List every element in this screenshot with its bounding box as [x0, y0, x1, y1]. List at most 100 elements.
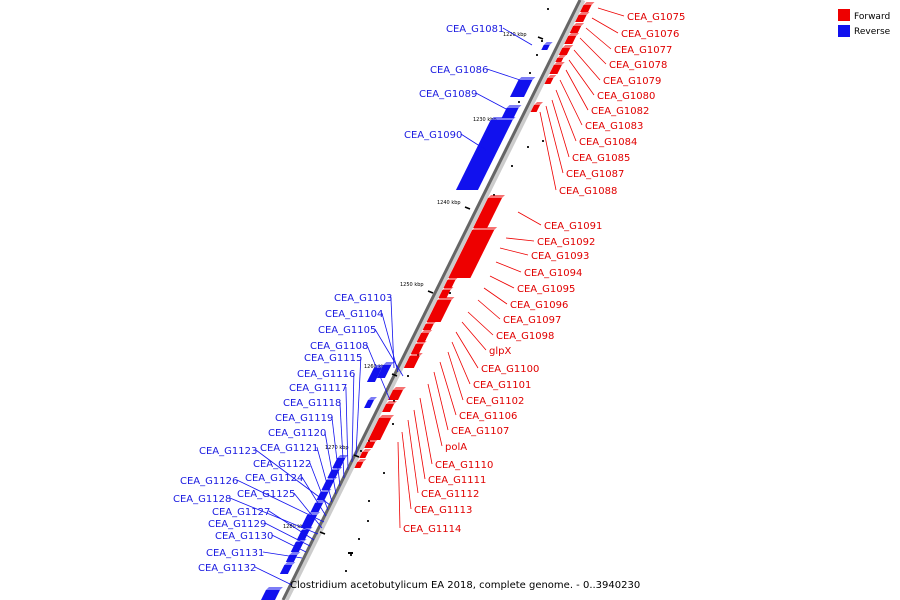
forward-gene-label[interactable]: CEA_G1077 — [614, 45, 672, 56]
feature-dot — [358, 538, 360, 540]
feature-dot — [367, 520, 369, 522]
reverse-gene-label[interactable]: CEA_G1118 — [283, 398, 341, 409]
reverse-gene-block — [509, 80, 533, 97]
reverse-gene-label[interactable]: CEA_G1130 — [215, 531, 273, 542]
forward-gene-label[interactable]: CEA_G1094 — [524, 268, 582, 279]
reverse-gene-label[interactable]: CEA_G1115 — [304, 353, 362, 364]
reverse-gene-block — [376, 365, 392, 378]
reverse-gene-label[interactable]: CEA_G1108 — [310, 341, 368, 352]
forward-gene-block-cap — [442, 287, 454, 290]
reverse-gene-label[interactable]: CEA_G1089 — [419, 89, 477, 100]
forward-gene-label[interactable]: CEA_G1095 — [517, 284, 575, 295]
forward-gene-label[interactable]: CEA_G1084 — [579, 137, 637, 148]
forward-gene-label[interactable]: CEA_G1093 — [531, 251, 589, 262]
forward-gene-label[interactable]: CEA_G1079 — [603, 76, 661, 87]
reverse-gene-label[interactable]: CEA_G1120 — [268, 428, 326, 439]
forward-gene-leader — [565, 69, 589, 111]
reverse-gene-label[interactable]: CEA_G1124 — [245, 473, 303, 484]
reverse-gene-label[interactable]: CEA_G1104 — [325, 309, 383, 320]
forward-gene-label[interactable]: CEA_G1110 — [435, 460, 493, 471]
reverse-gene-label[interactable]: CEA_G1117 — [289, 383, 347, 394]
forward-gene-block-cap — [357, 459, 367, 462]
forward-gene-label[interactable]: CEA_G1114 — [403, 524, 461, 535]
forward-gene-leader — [545, 105, 564, 174]
forward-gene-label[interactable]: CEA_G1085 — [572, 153, 630, 164]
forward-gene-block — [410, 344, 424, 354]
reverse-gene-label[interactable]: CEA_G1105 — [318, 325, 376, 336]
forward-gene-label[interactable]: CEA_G1092 — [537, 237, 595, 248]
reverse-gene-block — [321, 480, 335, 490]
forward-gene-label[interactable]: CEA_G1083 — [585, 121, 643, 132]
forward-gene-leader — [461, 321, 487, 351]
forward-gene-leader — [433, 371, 449, 431]
forward-gene-block — [555, 58, 564, 62]
forward-gene-block-cap — [534, 102, 544, 105]
forward-gene-leader — [455, 331, 479, 369]
forward-gene-block — [530, 105, 541, 112]
reverse-gene-label[interactable]: CEA_G1126 — [180, 476, 238, 487]
reverse-gene-label[interactable]: CEA_G1119 — [275, 413, 333, 424]
scale-tick-mark — [427, 290, 434, 294]
forward-gene-label[interactable]: CEA_G1102 — [466, 396, 524, 407]
feature-dot — [529, 72, 531, 74]
forward-gene-label[interactable]: CEA_G1100 — [481, 364, 539, 375]
feature-dot — [536, 54, 538, 56]
reverse-gene-label[interactable]: CEA_G1125 — [237, 489, 295, 500]
reverse-gene-label[interactable]: CEA_G1131 — [206, 548, 264, 559]
reverse-gene-leader — [374, 328, 404, 377]
forward-gene-label[interactable]: CEA_G1101 — [473, 380, 531, 391]
forward-gene-block-cap — [409, 353, 423, 356]
forward-gene-label[interactable]: CEA_G1107 — [451, 426, 509, 437]
reverse-gene-label[interactable]: CEA_G1116 — [297, 369, 355, 380]
forward-gene-block — [368, 418, 392, 440]
forward-gene-label[interactable]: polA — [445, 442, 467, 453]
forward-gene-label[interactable]: CEA_G1097 — [503, 315, 561, 326]
reverse-gene-label[interactable]: CEA_G1127 — [212, 507, 270, 518]
reverse-gene-leader — [264, 522, 311, 547]
scale-tick-mark — [391, 373, 398, 377]
reverse-gene-leader — [271, 534, 307, 553]
forward-gene-label[interactable]: CEA_G1087 — [566, 169, 624, 180]
reverse-gene-label[interactable]: CEA_G1122 — [253, 459, 311, 470]
reverse-gene-block-cap — [289, 552, 301, 555]
forward-gene-label[interactable]: CEA_G1111 — [428, 475, 486, 486]
forward-gene-block — [438, 290, 451, 298]
forward-gene-block-cap — [415, 341, 427, 344]
forward-gene-label[interactable]: CEA_G1082 — [591, 106, 649, 117]
forward-gene-block-cap — [425, 321, 437, 324]
forward-gene-label[interactable]: CEA_G1106 — [459, 411, 517, 422]
reverse-gene-label[interactable]: CEA_G1123 — [199, 446, 257, 457]
forward-gene-label[interactable]: CEA_G1091 — [544, 221, 602, 232]
reverse-gene-label[interactable]: CEA_G1081 — [446, 24, 504, 35]
reverse-gene-leader — [502, 27, 533, 46]
scale-tick-mark — [319, 531, 326, 535]
forward-gene-block-cap — [553, 62, 565, 65]
forward-gene-leader — [579, 37, 607, 65]
forward-gene-block-cap — [578, 12, 590, 15]
forward-gene-label[interactable]: CEA_G1113 — [414, 505, 472, 516]
reverse-gene-block-cap — [368, 397, 377, 400]
reverse-gene-label[interactable]: CEA_G1132 — [198, 563, 256, 574]
forward-gene-block — [364, 442, 376, 448]
forward-gene-label[interactable]: glpX — [489, 346, 511, 357]
reverse-gene-label[interactable]: CEA_G1129 — [208, 519, 266, 530]
scale-tick-label: 1270 kbp — [325, 445, 349, 451]
forward-gene-label[interactable]: CEA_G1080 — [597, 91, 655, 102]
reverse-gene-block-cap — [490, 117, 516, 120]
forward-gene-label[interactable]: CEA_G1078 — [609, 60, 667, 71]
forward-gene-label[interactable]: CEA_G1088 — [559, 186, 617, 197]
forward-gene-leader — [573, 49, 601, 81]
forward-gene-label[interactable]: CEA_G1098 — [496, 331, 554, 342]
reverse-gene-label[interactable]: CEA_G1086 — [430, 65, 488, 76]
forward-gene-block-cap — [583, 2, 595, 5]
reverse-gene-label[interactable]: CEA_G1090 — [404, 130, 462, 141]
forward-gene-label[interactable]: CEA_G1076 — [621, 29, 679, 40]
forward-gene-block — [544, 78, 554, 84]
forward-gene-label[interactable]: CEA_G1075 — [627, 12, 685, 23]
reverse-gene-label[interactable]: CEA_G1121 — [260, 443, 318, 454]
forward-gene-label[interactable]: CEA_G1096 — [510, 300, 568, 311]
forward-gene-leader — [568, 59, 595, 96]
forward-gene-label[interactable]: CEA_G1112 — [421, 489, 479, 500]
reverse-gene-label[interactable]: CEA_G1128 — [173, 494, 231, 505]
reverse-gene-label[interactable]: CEA_G1103 — [334, 293, 392, 304]
